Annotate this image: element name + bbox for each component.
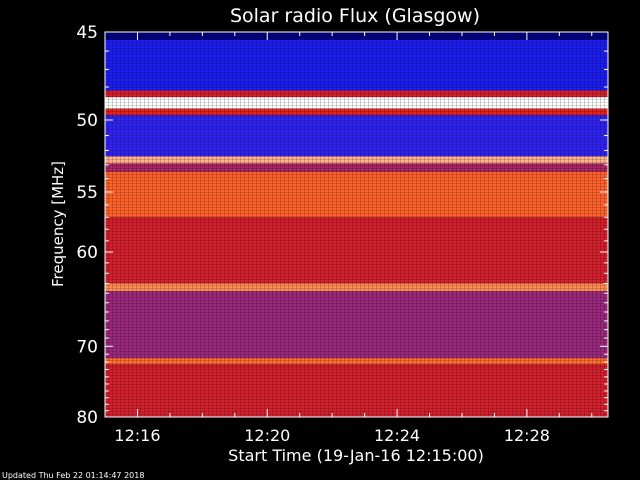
x-tick-label: 12:20	[244, 426, 290, 445]
y-axis-label: Frequency [MHz]	[49, 161, 67, 287]
chart-title: Solar radio Flux (Glasgow)	[230, 5, 480, 27]
x-tick-label: 12:16	[114, 426, 160, 445]
y-tick-label: 55	[76, 183, 98, 203]
y-tick-label: 80	[76, 408, 98, 428]
y-tick-label: 60	[76, 243, 98, 263]
y-tick-label: 50	[76, 111, 98, 131]
footer-updated-text: Updated Thu Feb 22 01:14:47 2018	[2, 471, 144, 480]
x-tick-label: 12:24	[374, 426, 420, 445]
x-tick-label: 12:28	[504, 426, 550, 445]
x-axis: 12:16 12:20 12:24 12:28	[104, 32, 593, 445]
plot-frame	[104, 31, 609, 418]
y-tick-label: 45	[76, 23, 98, 43]
y-axis: 45 50 55 60 70 80	[76, 23, 608, 428]
texture-overlay-horizontal	[105, 32, 608, 417]
y-tick-label: 70	[76, 337, 98, 357]
x-axis-label: Start Time (19-Jan-16 12:15:00)	[228, 446, 484, 465]
